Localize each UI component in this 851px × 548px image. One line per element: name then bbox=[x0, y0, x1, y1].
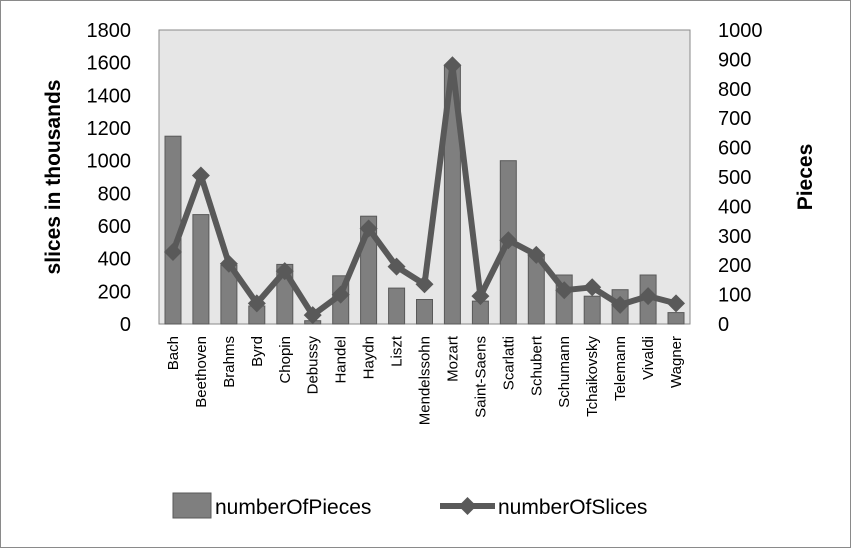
slices-marker-bach bbox=[163, 242, 182, 261]
left-tick-label: 0 bbox=[120, 314, 131, 336]
slices-marker-telemann bbox=[611, 295, 630, 314]
category-label-chopin: Chopin bbox=[277, 336, 294, 384]
slices-marker-beethoven bbox=[191, 166, 210, 185]
right-axis-ticks: 0 100 200 300 400 500 600 700 800 900 1000 bbox=[718, 20, 763, 336]
right-tick-label: 300 bbox=[718, 226, 751, 248]
left-tick-label: 1200 bbox=[87, 118, 132, 140]
right-tick-label: 500 bbox=[718, 167, 751, 189]
left-tick-label: 1600 bbox=[87, 53, 132, 75]
right-tick-label: 200 bbox=[718, 255, 751, 277]
bar-beethoven bbox=[192, 214, 210, 325]
bar-wagner bbox=[667, 312, 685, 325]
left-tick-label: 400 bbox=[98, 249, 131, 271]
category-label-haydn: Haydn bbox=[361, 336, 378, 379]
category-label-scarlatti: Scarlatti bbox=[500, 336, 517, 390]
slices-marker-byrd bbox=[247, 294, 266, 313]
slices-marker-mendelssohn bbox=[415, 275, 434, 294]
slices-marker-vivaldi bbox=[639, 287, 658, 306]
category-label-handel: Handel bbox=[333, 336, 350, 384]
category-label-vivaldi: Vivaldi bbox=[640, 336, 657, 380]
slices-marker-tchaikovsky bbox=[583, 278, 602, 297]
category-label-wagner: Wagner bbox=[668, 336, 685, 388]
category-label-telemann: Telemann bbox=[612, 336, 629, 401]
right-axis-title: Pieces bbox=[794, 144, 817, 211]
left-tick-label: 1000 bbox=[87, 151, 132, 173]
category-label-schumann: Schumann bbox=[556, 336, 573, 408]
legend-line-marker bbox=[458, 497, 477, 515]
slices-marker-scarlatti bbox=[499, 231, 518, 250]
slices-marker-saint-saens bbox=[471, 287, 490, 306]
slices-marker-liszt bbox=[387, 257, 406, 276]
left-tick-label: 1800 bbox=[87, 20, 132, 42]
legend-label-slices: numberOfSlices bbox=[498, 496, 647, 519]
bar-tchaikovsky bbox=[583, 295, 601, 325]
category-label-byrd: Byrd bbox=[249, 336, 266, 367]
left-tick-label: 1400 bbox=[87, 85, 132, 107]
slices-marker-schubert bbox=[527, 245, 546, 264]
legend-bar-swatch bbox=[172, 492, 212, 519]
left-tick-label: 200 bbox=[98, 281, 131, 303]
slices-marker-schumann bbox=[555, 281, 574, 300]
slices-marker-haydn bbox=[359, 219, 378, 238]
category-label-schubert: Schubert bbox=[528, 335, 545, 396]
slices-marker-debussy bbox=[303, 306, 322, 325]
right-tick-label: 900 bbox=[718, 49, 751, 71]
left-tick-label: 600 bbox=[98, 216, 131, 238]
bar-liszt bbox=[388, 287, 406, 325]
category-label-brahms: Brahms bbox=[221, 336, 238, 388]
category-label-beethoven: Beethoven bbox=[193, 336, 210, 408]
slices-marker-mozart bbox=[443, 56, 462, 75]
right-tick-label: 600 bbox=[718, 138, 751, 160]
right-tick-label: 400 bbox=[718, 196, 751, 218]
left-axis-title: slices in thousands bbox=[42, 80, 65, 275]
bar-mendelssohn bbox=[416, 299, 433, 325]
slices-marker-wagner bbox=[667, 294, 686, 313]
category-label-saint-saens: Saint-Saens bbox=[472, 336, 489, 418]
legend: numberOfPieces numberOfSlices bbox=[172, 492, 647, 519]
slices-marker-handel bbox=[331, 285, 350, 304]
legend-label-pieces: numberOfPieces bbox=[215, 496, 371, 519]
right-tick-label: 100 bbox=[718, 285, 751, 307]
left-tick-label: 800 bbox=[98, 183, 131, 205]
slices-marker-chopin bbox=[275, 262, 294, 281]
category-label-bach: Bach bbox=[165, 336, 182, 370]
category-label-mendelssohn: Mendelssohn bbox=[417, 336, 434, 425]
right-tick-label: 800 bbox=[718, 79, 751, 101]
category-label-debussy: Debussy bbox=[305, 336, 322, 395]
right-tick-label: 700 bbox=[718, 108, 751, 130]
right-tick-label: 0 bbox=[718, 314, 729, 336]
category-labels: Bach Beethoven Brahms Byrd Chopin Debussy Hand… bbox=[165, 335, 685, 425]
category-label-tchaikovsky: Tchaikovsky bbox=[584, 336, 601, 417]
category-label-mozart: Mozart bbox=[444, 335, 461, 382]
slices-marker-brahms bbox=[219, 254, 238, 273]
category-label-liszt: Liszt bbox=[389, 335, 406, 367]
right-tick-label: 1000 bbox=[718, 20, 763, 42]
left-axis-ticks: 0 200 400 600 800 1000 1200 1400 1600 1800 bbox=[87, 20, 132, 336]
line-layer bbox=[163, 56, 686, 325]
